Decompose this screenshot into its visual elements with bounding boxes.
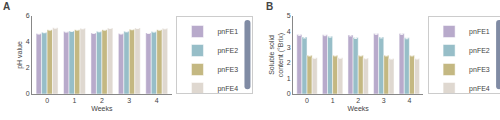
svg-text:pnFE4: pnFE4 (217, 85, 238, 93)
svg-text:pnFE4: pnFE4 (469, 85, 490, 93)
svg-text:A: A (3, 1, 10, 12)
svg-text:B: B (266, 1, 273, 12)
svg-text:1: 1 (331, 97, 335, 104)
svg-text:pnFE3: pnFE3 (217, 66, 238, 74)
svg-text:4: 4 (287, 28, 291, 35)
svg-text:6: 6 (26, 12, 30, 19)
svg-text:1: 1 (73, 97, 77, 104)
svg-text:0: 0 (305, 97, 309, 104)
svg-text:4: 4 (155, 97, 159, 104)
svg-text:Weeks: Weeks (91, 105, 113, 112)
svg-text:3: 3 (127, 97, 131, 104)
svg-text:2: 2 (356, 97, 360, 104)
svg-text:0: 0 (45, 97, 49, 104)
svg-text:4: 4 (26, 38, 30, 45)
svg-text:4: 4 (407, 97, 411, 104)
svg-text:Soluble solidcontent (°Brix): Soluble solidcontent (°Brix) (268, 33, 285, 77)
svg-text:2: 2 (26, 64, 30, 71)
svg-text:pnFE3: pnFE3 (469, 66, 490, 74)
svg-text:0: 0 (26, 90, 30, 97)
svg-text:Weeks: Weeks (348, 105, 370, 112)
svg-text:5: 5 (287, 12, 291, 19)
svg-text:2: 2 (287, 59, 291, 66)
svg-text:pnFE2: pnFE2 (217, 47, 238, 55)
svg-text:pnFE2: pnFE2 (469, 47, 490, 55)
svg-text:pnFE1: pnFE1 (217, 28, 238, 36)
svg-text:pnFE1: pnFE1 (469, 28, 490, 36)
svg-text:3: 3 (287, 44, 291, 51)
svg-text:0: 0 (287, 90, 291, 97)
svg-text:pH value: pH value (16, 41, 24, 69)
svg-text:2: 2 (100, 97, 104, 104)
svg-text:1: 1 (287, 75, 291, 82)
svg-text:3: 3 (382, 97, 386, 104)
